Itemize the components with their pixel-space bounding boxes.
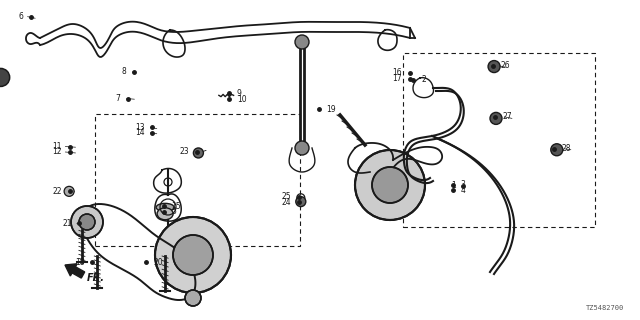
Text: 19: 19 — [326, 105, 336, 114]
Circle shape — [551, 144, 563, 156]
Text: 1: 1 — [451, 181, 456, 190]
Text: 22: 22 — [52, 187, 62, 196]
Text: 15: 15 — [172, 202, 181, 211]
Text: 26: 26 — [500, 61, 510, 70]
Text: 13: 13 — [135, 123, 145, 132]
Circle shape — [185, 290, 201, 306]
Circle shape — [79, 214, 95, 230]
Ellipse shape — [157, 208, 173, 220]
Text: 18: 18 — [75, 258, 84, 267]
FancyArrow shape — [65, 264, 84, 278]
Text: TZ5482700: TZ5482700 — [586, 305, 624, 311]
Circle shape — [71, 206, 103, 238]
Circle shape — [64, 186, 74, 196]
Text: 11: 11 — [52, 142, 62, 151]
Text: 8: 8 — [122, 68, 126, 76]
Circle shape — [0, 68, 10, 86]
Text: 14: 14 — [135, 128, 145, 137]
Text: 4: 4 — [461, 186, 466, 195]
Bar — [403, 53, 595, 227]
Text: 24: 24 — [282, 198, 291, 207]
Circle shape — [490, 112, 502, 124]
Circle shape — [155, 217, 231, 293]
Text: 28: 28 — [562, 144, 572, 153]
Circle shape — [372, 167, 408, 203]
Circle shape — [295, 35, 309, 49]
Text: 3: 3 — [461, 180, 466, 189]
Bar — [95, 114, 300, 246]
Circle shape — [173, 235, 213, 275]
Text: FR.: FR. — [87, 273, 105, 284]
Text: 23: 23 — [180, 148, 189, 156]
Text: 12: 12 — [52, 148, 62, 156]
Circle shape — [296, 196, 306, 207]
Text: 27: 27 — [502, 112, 512, 121]
Text: 16: 16 — [392, 68, 402, 77]
Text: 9: 9 — [237, 89, 242, 98]
Text: 5: 5 — [172, 207, 177, 216]
Text: 25: 25 — [282, 192, 291, 201]
Circle shape — [295, 141, 309, 155]
Circle shape — [488, 60, 500, 73]
Circle shape — [193, 148, 204, 158]
Ellipse shape — [156, 204, 174, 212]
Text: 21: 21 — [62, 219, 72, 228]
Circle shape — [355, 150, 425, 220]
Text: 17: 17 — [392, 74, 402, 83]
Text: 6: 6 — [19, 12, 24, 21]
Text: 20: 20 — [154, 258, 163, 267]
Text: 7: 7 — [115, 94, 120, 103]
Text: 2: 2 — [421, 76, 426, 84]
Text: 10: 10 — [237, 95, 246, 104]
